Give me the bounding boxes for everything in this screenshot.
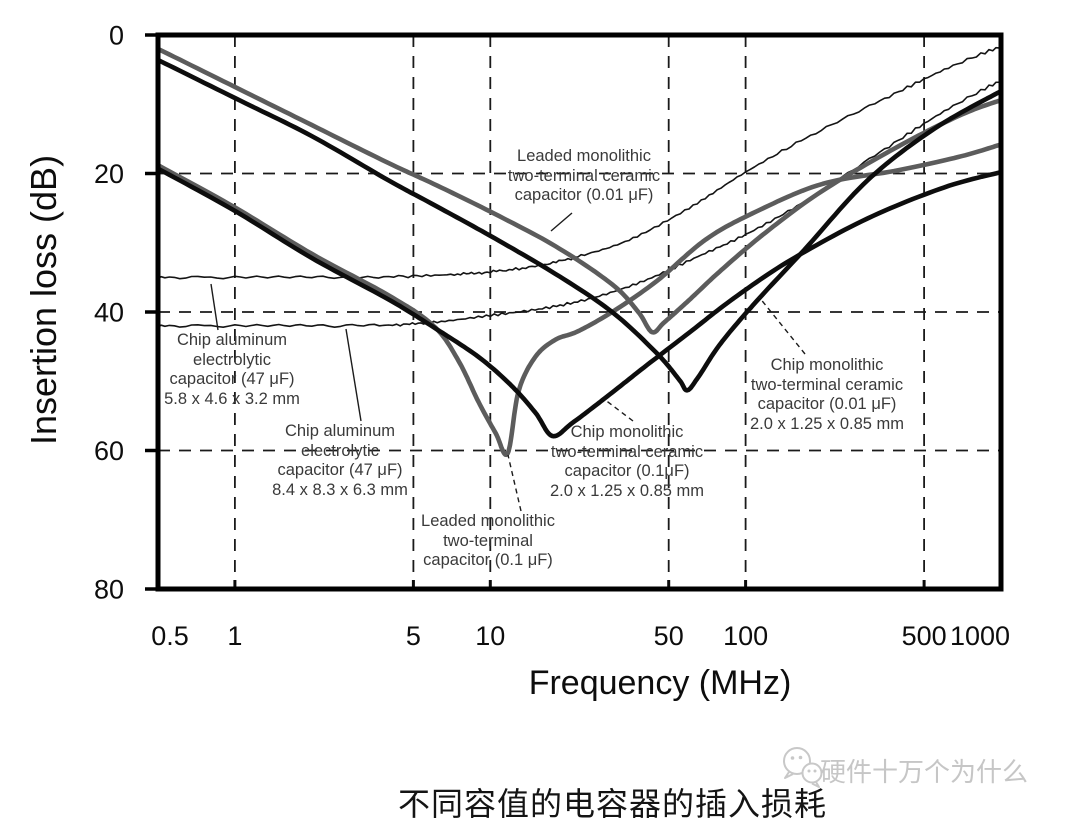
curve-chip-monolithic-ceramic-0.1uF	[155, 166, 1004, 439]
insertion-loss-chart: 0 20 40 60 80 0.5 1 5 10 50 100 500 1000	[94, 21, 1010, 652]
curve-label-line: Chip monolithic	[770, 356, 884, 374]
curve-label-line: 8.4 x 8.3 x 6.3 mm	[272, 480, 408, 499]
curve-label-line: two-terminal ceramic	[550, 442, 704, 461]
x-tick-label-100: 100	[723, 621, 768, 651]
y-tick-label-0: 0	[109, 21, 124, 51]
x-tick-label-0.5: 0.5	[151, 621, 189, 651]
curve-label-line: Leaded monolithic	[517, 147, 651, 165]
curve-label-line: capacitor (0.1μF)	[564, 462, 690, 480]
curve-label-line: Chip aluminum	[176, 331, 288, 349]
leader-leaded-monolithic-0.1uF	[507, 454, 522, 512]
curve-label-chip-monolithic-ceramic-0.01uF: Chip monolithic two-terminal ceramic capac…	[657, 356, 997, 434]
watermark-text: 硬件十万个为什么	[820, 758, 1029, 788]
curve-label-line: capacitor (0.01 μF)	[757, 395, 897, 413]
curve-label-line: two-terminal	[443, 531, 533, 550]
curve-label-line: capacitor (47 μF)	[277, 461, 403, 479]
curve-label-line: Leaded monolithic	[421, 512, 555, 530]
curve-chip-monolithic-ceramic-0.01uF	[155, 57, 1004, 393]
x-axis-title: Frequency (MHz)	[528, 664, 792, 702]
curve-label-line: capacitor (0.1 μF)	[423, 551, 553, 569]
wechat-watermark-icon	[783, 747, 823, 788]
curve-label-line: electrolytic	[193, 350, 271, 369]
y-tick-label-60: 60	[94, 436, 124, 466]
curve-chip-aluminum-electrolytic-47uF-5.8x4.6x3.2	[157, 46, 1002, 280]
figure-caption: 不同容值的电容器的插入损耗	[398, 785, 828, 823]
x-tick-label-50: 50	[654, 621, 684, 651]
curve-label-line: 5.8 x 4.6 x 3.2 mm	[164, 389, 300, 408]
curve-label-line: 2.0 x 1.25 x 0.85 mm	[549, 481, 705, 500]
curve-label-chip-aluminum-electrolytic-47uF-large: Chip aluminum electrolytic capacitor (47 μ…	[170, 422, 510, 500]
y-tick-label-40: 40	[94, 298, 124, 328]
curve-label-line: two-terminal ceramic	[507, 166, 661, 185]
y-axis-title: Insertion loss (dB)	[23, 154, 64, 446]
curve-leaded-monolithic-ceramic-0.01uF	[155, 46, 1004, 335]
y-tick-label-80: 80	[94, 575, 124, 605]
curve-label-line: Chip monolithic	[570, 423, 684, 441]
curve-label-line: Chip aluminum	[284, 422, 396, 440]
x-tick-label-5: 5	[406, 621, 421, 651]
leader-chip-aluminum-electrolytic-47uF-large	[345, 328, 362, 422]
curve-label-line: two-terminal ceramic	[750, 375, 904, 394]
x-tick-label-500: 500	[902, 621, 947, 651]
curve-leaded-monolithic-0.1uF	[155, 142, 1004, 458]
plot-border	[155, 32, 1004, 592]
x-tick-label-10: 10	[475, 621, 505, 651]
curve-label-chip-monolithic-ceramic-0.1uF: Chip monolithic two-terminal ceramic capac…	[457, 423, 797, 501]
curve-label-line: capacitor (0.01 μF)	[514, 186, 654, 204]
leader-leaded-monolithic-ceramic-0.01uF	[550, 212, 573, 232]
curve-label-line: electrolytic	[301, 441, 379, 460]
x-tick-label-1000: 1000	[950, 621, 1010, 651]
curve-label-chip-aluminum-electrolytic-47uF-small: Chip aluminum electrolytic capacitor (47 μ…	[62, 331, 402, 409]
curve-label-leaded-monolithic-0.1uF: Leaded monolithic two-terminal capacitor (…	[318, 512, 658, 571]
curve-label-line: capacitor (47 μF)	[169, 370, 295, 388]
x-tick-label-1: 1	[227, 621, 242, 651]
y-tick-label-20: 20	[94, 159, 124, 189]
curve-label-line: 2.0 x 1.25 x 0.85 mm	[749, 414, 905, 433]
leader-chip-monolithic-ceramic-0.1uF	[603, 398, 634, 422]
curve-label-leaded-monolithic-ceramic-0.01uF: Leaded monolithic two-terminal ceramic cap…	[414, 147, 754, 206]
leader-chip-aluminum-electrolytic-47uF-small	[210, 283, 219, 331]
leader-chip-monolithic-ceramic-0.01uF	[758, 296, 806, 355]
